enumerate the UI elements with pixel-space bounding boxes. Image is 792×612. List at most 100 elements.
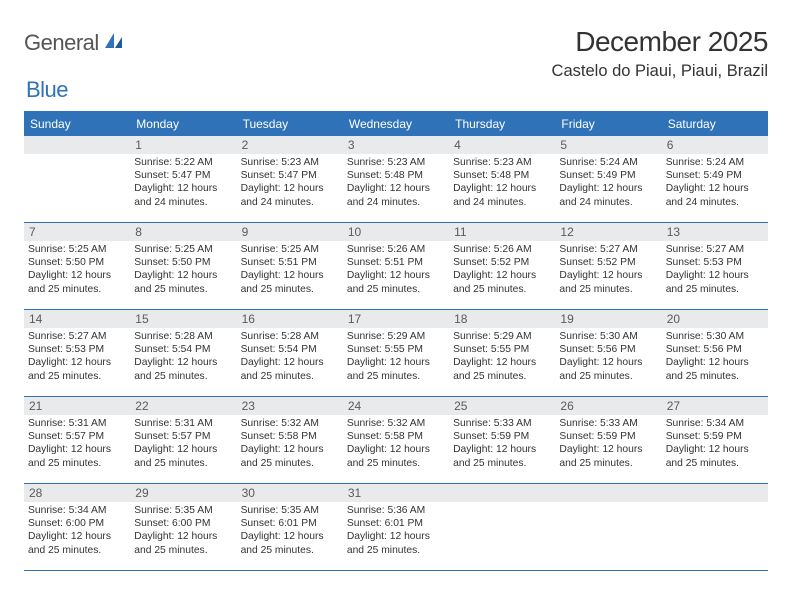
day-details: Sunrise: 5:28 AMSunset: 5:54 PMDaylight:…: [237, 328, 343, 387]
day-number: 16: [237, 310, 343, 328]
day-daylight2: and 25 minutes.: [559, 283, 657, 296]
day-details: Sunrise: 5:27 AMSunset: 5:53 PMDaylight:…: [24, 328, 130, 387]
day-number: [24, 136, 130, 154]
day-daylight2: and 25 minutes.: [666, 283, 764, 296]
day-cell: 14Sunrise: 5:27 AMSunset: 5:53 PMDayligh…: [24, 310, 130, 396]
day-number: 28: [24, 484, 130, 502]
week-row: 7Sunrise: 5:25 AMSunset: 5:50 PMDaylight…: [24, 223, 768, 310]
day-number: 31: [343, 484, 449, 502]
day-daylight2: and 25 minutes.: [134, 457, 232, 470]
day-daylight2: and 25 minutes.: [453, 283, 551, 296]
day-number: 2: [237, 136, 343, 154]
day-sunrise: Sunrise: 5:26 AM: [453, 243, 551, 256]
day-sunset: Sunset: 5:57 PM: [28, 430, 126, 443]
day-sunset: Sunset: 5:47 PM: [241, 169, 339, 182]
day-daylight2: and 24 minutes.: [666, 196, 764, 209]
day-number: 29: [130, 484, 236, 502]
day-cell: 25Sunrise: 5:33 AMSunset: 5:59 PMDayligh…: [449, 397, 555, 483]
day-cell: 11Sunrise: 5:26 AMSunset: 5:52 PMDayligh…: [449, 223, 555, 309]
day-details: Sunrise: 5:30 AMSunset: 5:56 PMDaylight:…: [662, 328, 768, 387]
day-sunset: Sunset: 5:48 PM: [453, 169, 551, 182]
day-sunrise: Sunrise: 5:34 AM: [666, 417, 764, 430]
day-daylight2: and 25 minutes.: [453, 370, 551, 383]
day-details: Sunrise: 5:25 AMSunset: 5:50 PMDaylight:…: [130, 241, 236, 300]
day-daylight2: and 25 minutes.: [347, 370, 445, 383]
day-daylight2: and 25 minutes.: [241, 370, 339, 383]
day-number: 9: [237, 223, 343, 241]
day-daylight2: and 24 minutes.: [134, 196, 232, 209]
weekday-friday: Friday: [555, 113, 661, 136]
day-sunset: Sunset: 6:01 PM: [347, 517, 445, 530]
day-details: Sunrise: 5:31 AMSunset: 5:57 PMDaylight:…: [24, 415, 130, 474]
location-text: Castelo do Piaui, Piaui, Brazil: [552, 62, 768, 81]
day-daylight2: and 25 minutes.: [28, 283, 126, 296]
day-sunset: Sunset: 5:49 PM: [559, 169, 657, 182]
day-number: 23: [237, 397, 343, 415]
day-sunset: Sunset: 5:57 PM: [134, 430, 232, 443]
day-daylight1: Daylight: 12 hours: [241, 269, 339, 282]
day-daylight1: Daylight: 12 hours: [559, 269, 657, 282]
day-daylight2: and 24 minutes.: [241, 196, 339, 209]
day-daylight1: Daylight: 12 hours: [347, 182, 445, 195]
day-sunset: Sunset: 5:52 PM: [559, 256, 657, 269]
day-daylight2: and 24 minutes.: [347, 196, 445, 209]
day-number: 27: [662, 397, 768, 415]
day-sunrise: Sunrise: 5:31 AM: [28, 417, 126, 430]
day-sunset: Sunset: 5:56 PM: [559, 343, 657, 356]
day-sunrise: Sunrise: 5:24 AM: [559, 156, 657, 169]
day-daylight2: and 25 minutes.: [666, 457, 764, 470]
day-number: 5: [555, 136, 661, 154]
day-daylight1: Daylight: 12 hours: [28, 356, 126, 369]
day-daylight1: Daylight: 12 hours: [241, 530, 339, 543]
day-daylight1: Daylight: 12 hours: [241, 443, 339, 456]
day-details: Sunrise: 5:32 AMSunset: 5:58 PMDaylight:…: [343, 415, 449, 474]
day-number: 15: [130, 310, 236, 328]
day-details: Sunrise: 5:34 AMSunset: 5:59 PMDaylight:…: [662, 415, 768, 474]
day-sunset: Sunset: 6:01 PM: [241, 517, 339, 530]
day-number: 8: [130, 223, 236, 241]
day-sunset: Sunset: 5:47 PM: [134, 169, 232, 182]
day-cell: 20Sunrise: 5:30 AMSunset: 5:56 PMDayligh…: [662, 310, 768, 396]
day-details: Sunrise: 5:36 AMSunset: 6:01 PMDaylight:…: [343, 502, 449, 561]
day-sunrise: Sunrise: 5:26 AM: [347, 243, 445, 256]
day-number: 19: [555, 310, 661, 328]
day-cell: 24Sunrise: 5:32 AMSunset: 5:58 PMDayligh…: [343, 397, 449, 483]
weeks-container: 1Sunrise: 5:22 AMSunset: 5:47 PMDaylight…: [24, 136, 768, 571]
day-cell: 10Sunrise: 5:26 AMSunset: 5:51 PMDayligh…: [343, 223, 449, 309]
day-sunset: Sunset: 5:51 PM: [241, 256, 339, 269]
day-sunset: Sunset: 5:48 PM: [347, 169, 445, 182]
day-daylight2: and 25 minutes.: [241, 544, 339, 557]
day-details: Sunrise: 5:28 AMSunset: 5:54 PMDaylight:…: [130, 328, 236, 387]
day-cell: 22Sunrise: 5:31 AMSunset: 5:57 PMDayligh…: [130, 397, 236, 483]
day-details: Sunrise: 5:23 AMSunset: 5:48 PMDaylight:…: [343, 154, 449, 213]
day-number: 12: [555, 223, 661, 241]
day-number: 24: [343, 397, 449, 415]
day-daylight2: and 25 minutes.: [559, 370, 657, 383]
day-sunrise: Sunrise: 5:29 AM: [347, 330, 445, 343]
calendar-table: Sunday Monday Tuesday Wednesday Thursday…: [24, 111, 768, 571]
day-cell: 17Sunrise: 5:29 AMSunset: 5:55 PMDayligh…: [343, 310, 449, 396]
day-daylight2: and 25 minutes.: [559, 457, 657, 470]
day-daylight1: Daylight: 12 hours: [347, 269, 445, 282]
day-details: Sunrise: 5:30 AMSunset: 5:56 PMDaylight:…: [555, 328, 661, 387]
day-details: Sunrise: 5:22 AMSunset: 5:47 PMDaylight:…: [130, 154, 236, 213]
day-sunset: Sunset: 5:52 PM: [453, 256, 551, 269]
day-sunrise: Sunrise: 5:23 AM: [347, 156, 445, 169]
day-sunrise: Sunrise: 5:30 AM: [666, 330, 764, 343]
day-cell: 7Sunrise: 5:25 AMSunset: 5:50 PMDaylight…: [24, 223, 130, 309]
day-sunset: Sunset: 5:53 PM: [666, 256, 764, 269]
day-number: [662, 484, 768, 502]
day-cell: [662, 484, 768, 570]
day-details: Sunrise: 5:27 AMSunset: 5:53 PMDaylight:…: [662, 241, 768, 300]
day-cell: 12Sunrise: 5:27 AMSunset: 5:52 PMDayligh…: [555, 223, 661, 309]
weekday-wednesday: Wednesday: [343, 113, 449, 136]
day-sunset: Sunset: 5:59 PM: [453, 430, 551, 443]
day-daylight2: and 25 minutes.: [28, 457, 126, 470]
day-details: Sunrise: 5:29 AMSunset: 5:55 PMDaylight:…: [449, 328, 555, 387]
day-details: Sunrise: 5:23 AMSunset: 5:48 PMDaylight:…: [449, 154, 555, 213]
day-sunset: Sunset: 5:56 PM: [666, 343, 764, 356]
day-sunrise: Sunrise: 5:28 AM: [241, 330, 339, 343]
day-cell: 8Sunrise: 5:25 AMSunset: 5:50 PMDaylight…: [130, 223, 236, 309]
day-cell: 31Sunrise: 5:36 AMSunset: 6:01 PMDayligh…: [343, 484, 449, 570]
day-number: 4: [449, 136, 555, 154]
